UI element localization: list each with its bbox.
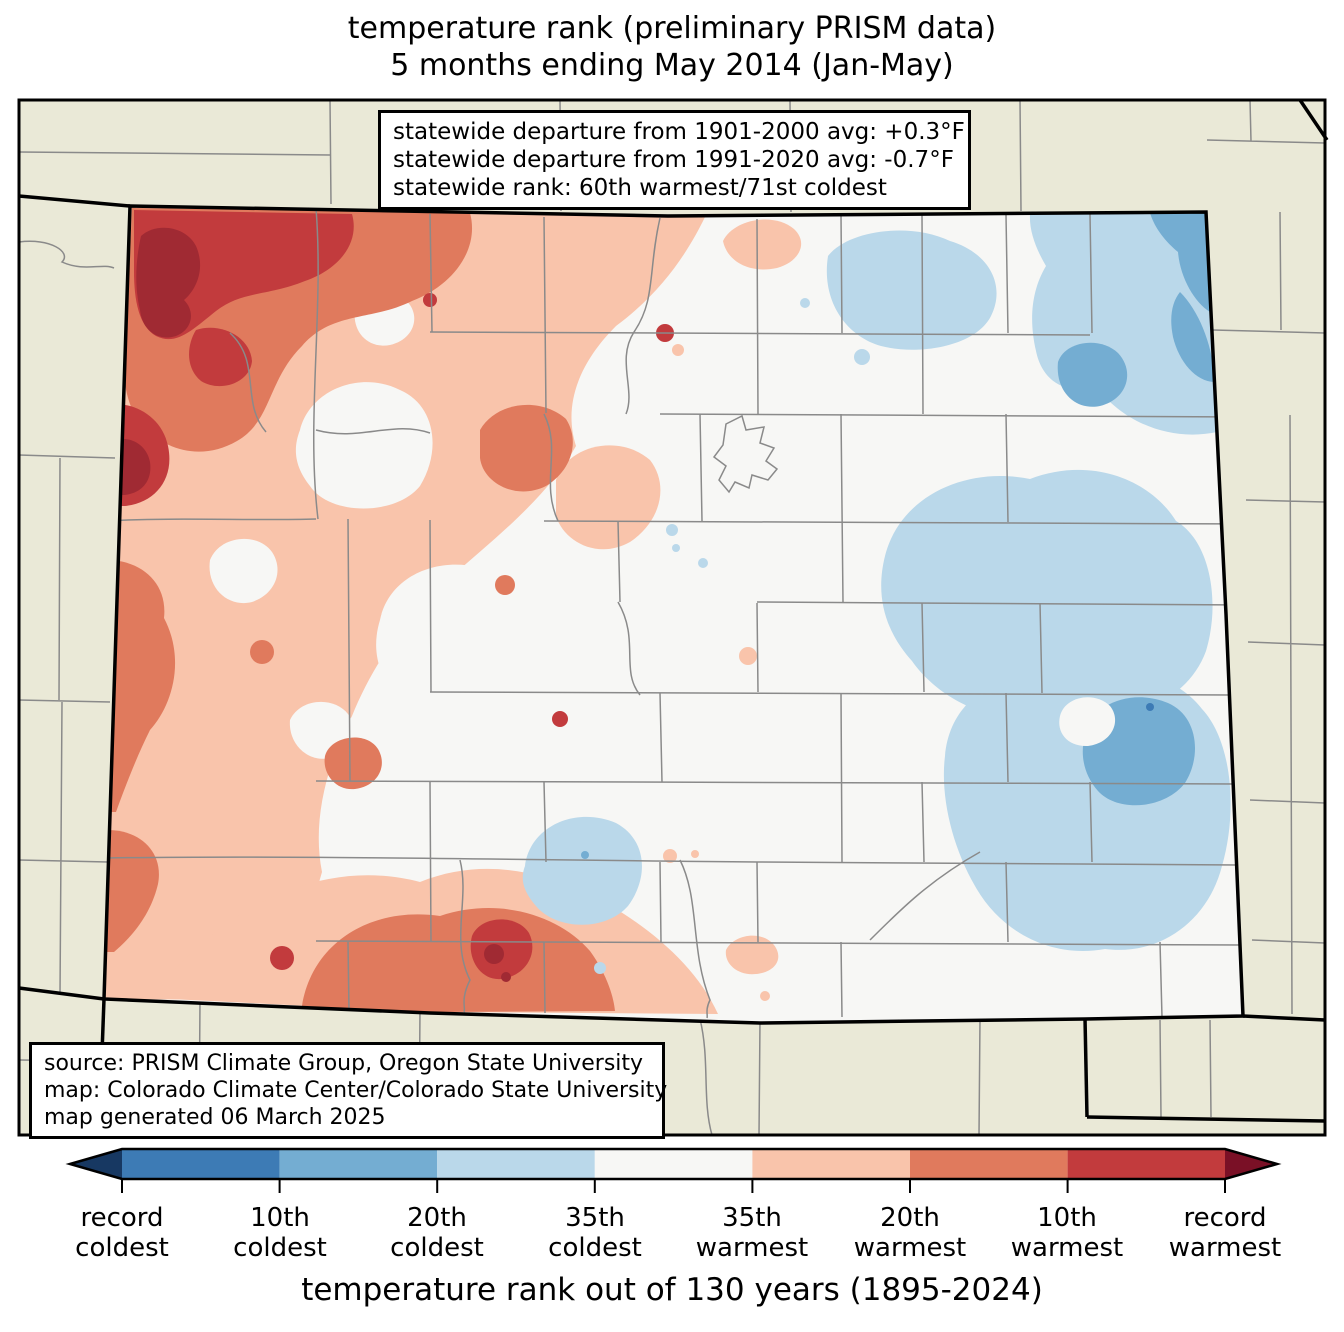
colorbar-ticks — [121, 1179, 1226, 1193]
colorbar-label-35th-coldest: 35th coldest — [548, 1203, 642, 1263]
temperature-rank-shading — [104, 206, 1243, 1019]
title-line-2: 5 months ending May 2014 (Jan-May) — [390, 48, 954, 83]
record-coldest-arrow — [70, 1149, 122, 1179]
county-boundaries — [104, 207, 1243, 1019]
stats-departure-1991-2020: statewide departure from 1991-2020 avg: … — [393, 147, 954, 173]
map-generated-line: map generated 06 March 2025 — [44, 1105, 386, 1130]
source-line: source: PRISM Climate Group, Oregon Stat… — [44, 1051, 644, 1076]
colorbar-segment-35th-warmest — [752, 1149, 910, 1179]
colorbar-caption: temperature rank out of 130 years (1895-… — [301, 1272, 1043, 1308]
title-line-1: temperature rank (preliminary PRISM data… — [347, 11, 997, 46]
colorbar-label-10th-coldest: 10th coldest — [233, 1203, 327, 1263]
near-normal-hole-east — [1059, 697, 1116, 747]
colorbar-banner — [65, 1147, 1282, 1193]
colorbar-segment-20th-warmest — [910, 1149, 1068, 1179]
stats-rank: statewide rank: 60th warmest/71st coldes… — [393, 175, 887, 201]
figure-title: temperature rank (preliminary PRISM data… — [0, 10, 1344, 84]
colorbar-segment-35th-coldest — [437, 1149, 595, 1179]
colorbar-segment-20th-coldest — [279, 1149, 438, 1179]
colorbar-label-record-coldest: record coldest — [75, 1203, 169, 1263]
colorbar-segment-10th-coldest — [122, 1149, 280, 1179]
colorado-state-border — [102, 204, 1245, 1025]
stats-departure-1901-2000: statewide departure from 1901-2000 avg: … — [393, 119, 965, 145]
map-frame — [17, 98, 1327, 1137]
map-credit-line: map: Colorado Climate Center/Colorado St… — [44, 1078, 668, 1103]
statewide-stats-box: statewide departure from 1901-2000 avg: … — [378, 110, 971, 210]
colorbar-label-20th-coldest: 20th coldest — [390, 1203, 484, 1263]
record-warmest-arrow — [1225, 1149, 1277, 1179]
colorbar-label-35th-warmest: 35th warmest — [695, 1203, 809, 1263]
colorbar-label-record-warmest: record warmest — [1168, 1203, 1282, 1263]
colorbar-label-10th-warmest: 10th warmest — [1010, 1203, 1124, 1263]
colorbar-label-20th-warmest: 20th warmest — [853, 1203, 967, 1263]
source-box: source: PRISM Climate Group, Oregon Stat… — [29, 1042, 668, 1139]
colorbar-segment-near-normal — [594, 1149, 753, 1179]
colorbar-segment-10th-warmest — [1067, 1149, 1225, 1179]
coldest-10th-dot — [1146, 703, 1154, 711]
near-normal-patches — [209, 293, 528, 803]
